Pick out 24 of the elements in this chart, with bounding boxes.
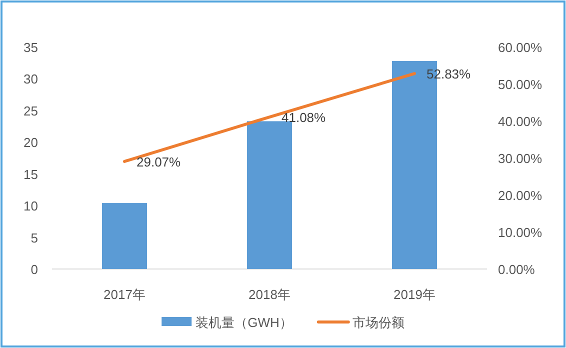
y-tick-label: 30	[24, 72, 38, 87]
y2-tick-label: 30.00%	[498, 151, 543, 166]
y2-tick-label: 50.00%	[498, 77, 543, 92]
y-tick-label: 10	[24, 198, 38, 214]
y2-tick-label: 40.00%	[498, 114, 543, 129]
y-tick-label: 15	[24, 166, 38, 182]
x-tick-label: 2018年	[248, 287, 290, 302]
bar	[102, 203, 147, 269]
legend-label: 装机量（GWH）	[196, 315, 292, 330]
y2-tick-label: 60.00%	[498, 40, 543, 55]
bar	[247, 121, 292, 269]
data-label: 41.08%	[282, 110, 326, 126]
y2-tick-label: 20.00%	[498, 188, 543, 203]
y-tick-label: 5	[30, 230, 38, 246]
y-tick-label: 35	[24, 40, 38, 55]
legend-label: 市场份额	[352, 315, 404, 330]
y2-tick-label: 0.00%	[498, 262, 536, 277]
x-tick-label: 2017年	[104, 287, 146, 302]
y-tick-label: 0	[30, 262, 38, 277]
x-tick-label: 2019年	[394, 287, 436, 302]
y2-tick-label: 10.00%	[498, 225, 543, 240]
y-tick-label: 25	[24, 103, 38, 118]
y-tick-label: 20	[24, 135, 38, 150]
data-label: 29.07%	[136, 154, 182, 170]
